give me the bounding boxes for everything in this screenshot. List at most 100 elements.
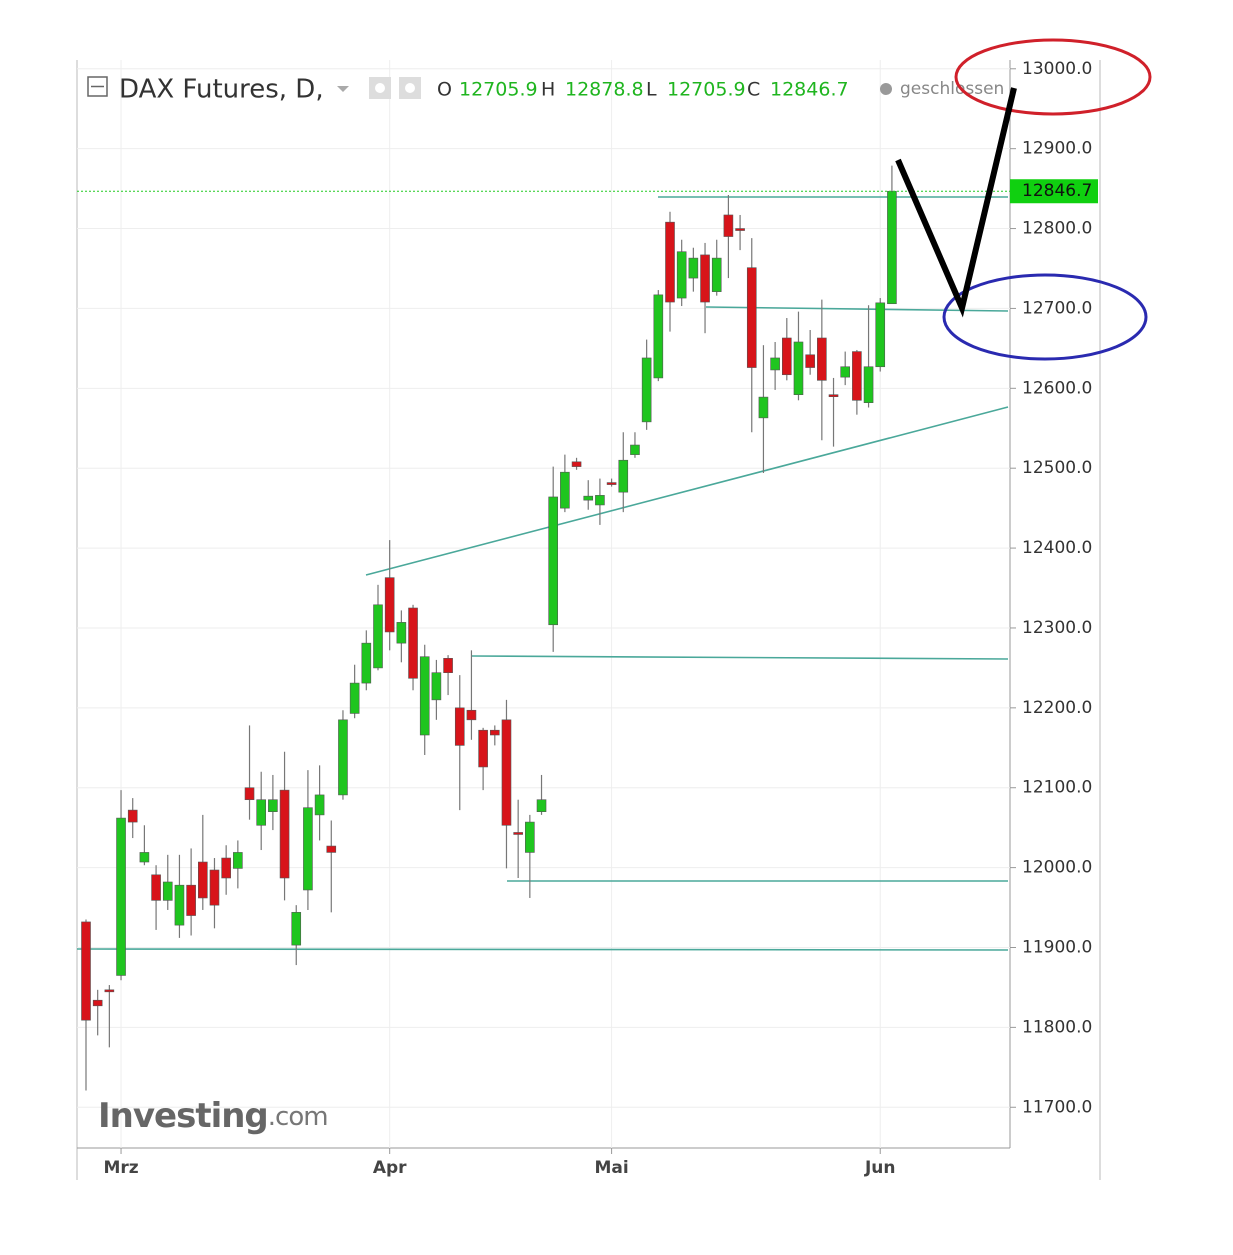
candle-body	[256, 799, 267, 826]
candle-body	[151, 874, 161, 901]
candle-body	[536, 799, 547, 812]
candle-body	[700, 254, 710, 303]
candle-body	[361, 642, 372, 684]
candle-body	[641, 357, 652, 423]
candle-body	[583, 495, 594, 501]
candle-body	[770, 357, 780, 371]
last-price-label: 12846.7	[1022, 181, 1092, 201]
ohlc-label: L	[646, 79, 657, 101]
y-tick-label: 11800.0	[1022, 1017, 1092, 1037]
candle-body	[139, 852, 150, 863]
ohlc-value: 12705.9	[667, 79, 746, 101]
candle-body	[805, 354, 815, 368]
y-tick-label: 12000.0	[1022, 858, 1092, 878]
support-line	[76, 948, 1009, 951]
candle-body	[595, 495, 605, 506]
candle-body	[653, 294, 664, 379]
x-tick-label: Mrz	[103, 1158, 138, 1178]
y-tick-label: 12800.0	[1022, 219, 1092, 239]
annotations	[895, 38, 1152, 361]
y-tick-label: 12100.0	[1022, 778, 1092, 798]
candle-body	[221, 857, 231, 879]
candle-body	[723, 214, 734, 237]
candle-body	[338, 719, 348, 796]
y-tick-label: 12500.0	[1022, 458, 1092, 478]
ohlc-header: O 12705.9 H 12878.8 L 12705.9 C 12846.7	[437, 79, 849, 101]
candle-body	[781, 337, 792, 376]
candle-body	[233, 852, 243, 869]
last-price-box	[1010, 179, 1098, 204]
candle-body	[314, 794, 325, 816]
candle-body	[104, 989, 115, 993]
y-tick-label: 12300.0	[1022, 618, 1092, 638]
candle-body	[817, 337, 827, 381]
candle-body	[618, 459, 629, 493]
red-ellipse	[954, 38, 1152, 116]
candle-body	[127, 809, 138, 823]
watermark-suffix: .com	[268, 1102, 328, 1132]
candle-body	[676, 251, 687, 299]
candle-body	[198, 861, 208, 899]
candle-body	[513, 832, 523, 835]
candle-body	[384, 577, 395, 633]
candle-body	[688, 257, 699, 279]
y-tick-label: 12600.0	[1022, 378, 1092, 398]
candle-body	[560, 471, 570, 509]
grid	[77, 60, 1010, 1148]
collapse-icon[interactable]	[87, 76, 108, 97]
candle-body	[349, 682, 360, 714]
candle-body	[746, 267, 757, 368]
candle-body	[92, 999, 103, 1007]
candle-body	[81, 921, 91, 1021]
eye-icon-pupil	[375, 83, 385, 93]
candle-body	[186, 884, 196, 916]
candle-body	[303, 807, 313, 891]
candle-body	[209, 869, 220, 906]
candle-body	[501, 719, 512, 826]
candle-body	[396, 622, 407, 644]
candle-body	[174, 884, 185, 926]
candle-body	[525, 821, 535, 853]
candle-body	[162, 881, 173, 901]
candle-body	[887, 190, 897, 305]
status: geschlossen	[900, 79, 1004, 99]
arrow-v	[895, 87, 1017, 318]
candle-body	[793, 341, 804, 396]
candle-body	[606, 482, 617, 485]
support-line	[470, 655, 1009, 660]
watermark: Investing.com	[98, 1096, 328, 1136]
candle-body	[571, 461, 582, 467]
candle-body	[454, 707, 465, 746]
candle-body	[840, 366, 851, 378]
y-tick-label: 11700.0	[1022, 1097, 1092, 1117]
candle-body	[478, 729, 488, 768]
chart-title: DAX Futures, D,	[119, 75, 324, 105]
blue-ellipse	[942, 273, 1148, 361]
candle-body	[443, 658, 453, 673]
x-tick-label: Jun	[864, 1158, 896, 1178]
candle-body	[863, 366, 874, 403]
candle-body	[326, 845, 337, 853]
candle-body	[711, 257, 722, 292]
ohlc-label: H	[541, 79, 555, 101]
candles	[77, 165, 1010, 1091]
candle-body	[116, 817, 126, 976]
y-tick-label: 12200.0	[1022, 698, 1092, 718]
candle-body	[279, 789, 290, 879]
x-tick-label: Mai	[594, 1158, 628, 1178]
candle-body	[630, 444, 640, 455]
candle-body	[735, 228, 745, 231]
dropdown-arrow[interactable]	[337, 86, 349, 92]
ohlc-label: C	[747, 79, 760, 101]
settings-icon-center	[405, 83, 415, 93]
candle-body	[408, 607, 418, 679]
candle-body	[875, 302, 886, 368]
y-tick-label: 13000.0	[1022, 59, 1092, 79]
y-tick-label: 11900.0	[1022, 937, 1092, 957]
candle-body	[244, 787, 255, 801]
candle-body	[548, 496, 559, 626]
candle-body	[431, 672, 442, 701]
candle-body	[419, 656, 430, 736]
